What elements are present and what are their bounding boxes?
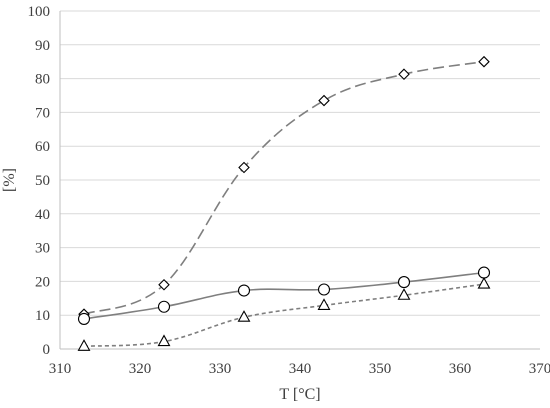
data-point-circle [77, 312, 91, 325]
y-tick-label: 30 [35, 241, 50, 257]
data-point-circle [397, 276, 411, 289]
y-tick-label: 50 [35, 173, 50, 189]
axes [59, 11, 540, 350]
x-tick-label: 320 [129, 361, 152, 377]
tick-labels: 0 10 20 30 40 50 60 70 80 90 100 310 320 330 340 350 360… [28, 4, 550, 377]
data-point-circle [157, 300, 171, 313]
y-tick-label: 70 [35, 105, 50, 121]
y-tick-label: 80 [35, 72, 50, 88]
data-point-diamond [158, 279, 170, 291]
x-tick-label: 340 [289, 361, 312, 377]
x-tick-label: 310 [49, 361, 72, 377]
data-point-triangle [157, 334, 171, 347]
y-tick-label: 10 [35, 308, 50, 324]
y-tick-label: 100 [28, 4, 51, 20]
y-tick-label: 0 [43, 342, 51, 358]
data-point-triangle [477, 276, 491, 289]
series-line-circle [83, 271, 485, 320]
data-point-triangle [237, 310, 251, 322]
data-point-diamond [398, 68, 410, 80]
x-tick-label: 370 [529, 361, 550, 377]
data-point-triangle [317, 298, 331, 310]
data-point-circle [477, 266, 491, 279]
plot-area [77, 55, 491, 351]
data-point-diamond [478, 55, 490, 68]
y-axis-title: [%] [1, 168, 18, 192]
data-point-triangle [397, 288, 411, 300]
data-point-diamond [238, 161, 250, 174]
x-tick-label: 350 [369, 361, 392, 377]
y-tick-label: 60 [35, 139, 50, 155]
y-tick-label: 40 [35, 207, 50, 223]
y-tick-label: 20 [35, 274, 50, 290]
series-line-diamond [83, 60, 485, 315]
x-axis-title: T [°C] [279, 386, 320, 403]
y-tick-label: 90 [35, 38, 50, 54]
data-point-circle [317, 283, 331, 296]
series-line-triangle [83, 283, 485, 348]
x-tick-label: 360 [449, 361, 472, 377]
gridlines [60, 10, 540, 316]
data-point-triangle [77, 339, 91, 351]
data-point-circle [237, 284, 251, 297]
x-tick-label: 330 [209, 361, 232, 377]
data-point-diamond [318, 94, 330, 107]
